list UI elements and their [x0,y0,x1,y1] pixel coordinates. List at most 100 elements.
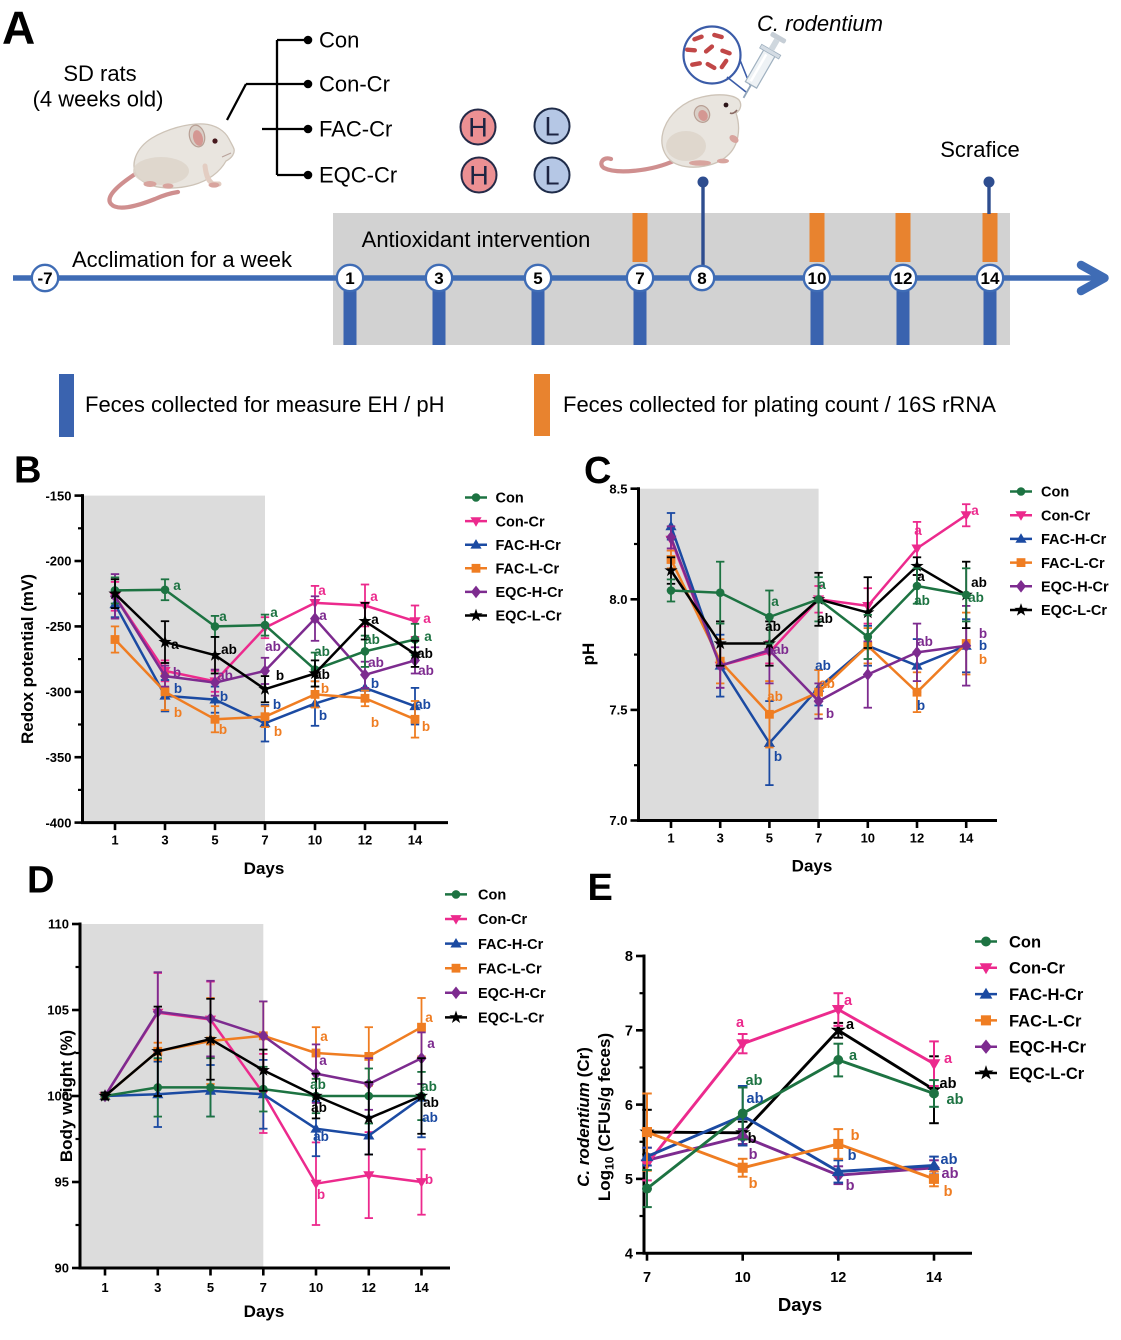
svg-text:a: a [971,503,979,518]
svg-text:a: a [944,1051,953,1067]
svg-text:Days: Days [244,859,285,878]
svg-text:H: H [468,113,488,143]
svg-text:b: b [371,676,379,691]
svg-text:Scrafice: Scrafice [940,137,1019,162]
svg-text:b: b [848,1148,857,1164]
svg-text:ab: ab [265,639,281,654]
svg-text:EQC-L-Cr: EQC-L-Cr [478,1011,544,1027]
svg-text:Days: Days [792,857,833,876]
svg-text:C: C [584,450,611,492]
svg-text:ab: ab [941,1152,958,1168]
svg-text:ab: ab [221,642,237,657]
svg-text:-400: -400 [45,815,71,830]
svg-text:b: b [748,1131,757,1147]
svg-text:b: b [917,698,925,713]
svg-text:ab: ab [767,689,783,704]
svg-text:95: 95 [55,1175,69,1190]
svg-text:ab: ab [415,697,431,712]
svg-text:L: L [544,112,559,142]
svg-text:1: 1 [345,269,354,288]
svg-text:EQC-L-Cr: EQC-L-Cr [1009,1065,1085,1083]
svg-text:b: b [371,715,379,730]
svg-text:3: 3 [161,833,168,848]
svg-text:Con: Con [478,888,506,904]
svg-text:b: b [174,705,182,720]
svg-text:5: 5 [211,833,218,848]
svg-text:Con: Con [1009,933,1041,951]
svg-text:7: 7 [643,1270,651,1286]
svg-text:b: b [774,749,782,764]
svg-text:b: b [219,722,227,737]
svg-text:ab: ab [914,593,930,608]
svg-text:110: 110 [48,917,69,932]
svg-text:ab: ab [940,1076,957,1092]
svg-text:Days: Days [244,1302,285,1321]
svg-text:b: b [979,638,987,653]
svg-text:a: a [319,1053,327,1068]
svg-text:SD rats: SD rats [63,61,136,86]
svg-text:Acclimation for a week: Acclimation for a week [72,247,293,272]
svg-text:8.5: 8.5 [609,481,627,496]
svg-text:a: a [818,577,826,592]
svg-text:ab: ab [747,1091,764,1107]
svg-text:ab: ab [423,1095,439,1110]
svg-text:C. rodentium: C. rodentium [757,11,883,36]
svg-text:-250: -250 [45,619,71,634]
svg-text:EQC-H-Cr: EQC-H-Cr [496,585,564,601]
svg-text:a: a [917,569,925,584]
svg-text:FAC-L-Cr: FAC-L-Cr [478,961,542,977]
svg-text:5: 5 [533,269,542,288]
svg-text:ab: ab [819,676,835,691]
svg-text:7: 7 [260,1280,267,1295]
svg-text:D: D [27,860,54,902]
svg-text:ab: ab [311,1100,327,1115]
svg-text:105: 105 [47,1003,69,1018]
svg-text:90: 90 [55,1261,69,1276]
svg-text:-350: -350 [45,750,71,765]
svg-text:-300: -300 [45,685,71,700]
svg-text:Feces collected for plating co: Feces collected for plating count / 16S … [563,392,996,417]
svg-text:b: b [220,689,228,704]
svg-text:Con-Cr: Con-Cr [1041,508,1090,524]
svg-text:14: 14 [959,831,974,846]
svg-text:EQC-L-Cr: EQC-L-Cr [496,609,562,625]
svg-text:a: a [771,594,779,609]
svg-text:b: b [174,681,182,696]
svg-text:FAC-Cr: FAC-Cr [319,117,392,142]
svg-text:a: a [371,612,379,627]
svg-text:14: 14 [414,1280,429,1295]
svg-text:b: b [317,1187,325,1202]
svg-text:a: a [844,993,853,1009]
svg-text:12: 12 [910,831,924,846]
svg-text:b: b [276,668,284,683]
svg-text:EQC-H-Cr: EQC-H-Cr [478,986,546,1002]
svg-text:EQC-H-Cr: EQC-H-Cr [1041,580,1109,596]
svg-text:FAC-H-Cr: FAC-H-Cr [1009,986,1084,1004]
svg-text:b: b [979,626,987,641]
svg-text:14: 14 [408,833,423,848]
svg-text:ab: ab [765,619,781,634]
svg-text:a: a [320,1029,328,1044]
svg-text:a: a [849,1048,858,1064]
svg-text:Con-Cr: Con-Cr [1009,960,1065,978]
svg-text:Antioxidant intervention: Antioxidant intervention [362,227,591,252]
svg-text:a: a [171,637,179,652]
svg-text:Days: Days [778,1294,822,1315]
svg-text:ab: ab [968,590,984,605]
svg-text:10: 10 [861,831,875,846]
svg-text:a: a [319,608,327,623]
svg-text:b: b [749,1147,758,1163]
svg-text:6: 6 [625,1098,633,1114]
svg-text:a: a [846,1017,855,1033]
svg-text:b: b [273,697,281,712]
svg-text:a: a [423,611,431,626]
svg-text:b: b [944,1184,953,1200]
svg-text:10: 10 [735,1270,751,1286]
svg-text:H: H [469,161,489,191]
svg-text:12: 12 [894,269,913,288]
svg-text:-200: -200 [45,554,71,569]
svg-text:b: b [846,1178,855,1194]
svg-text:FAC-L-Cr: FAC-L-Cr [496,562,560,578]
svg-text:C. rodentium (Cr): C. rodentium (Cr) [574,1047,593,1187]
svg-text:Con-Cr: Con-Cr [319,72,390,97]
